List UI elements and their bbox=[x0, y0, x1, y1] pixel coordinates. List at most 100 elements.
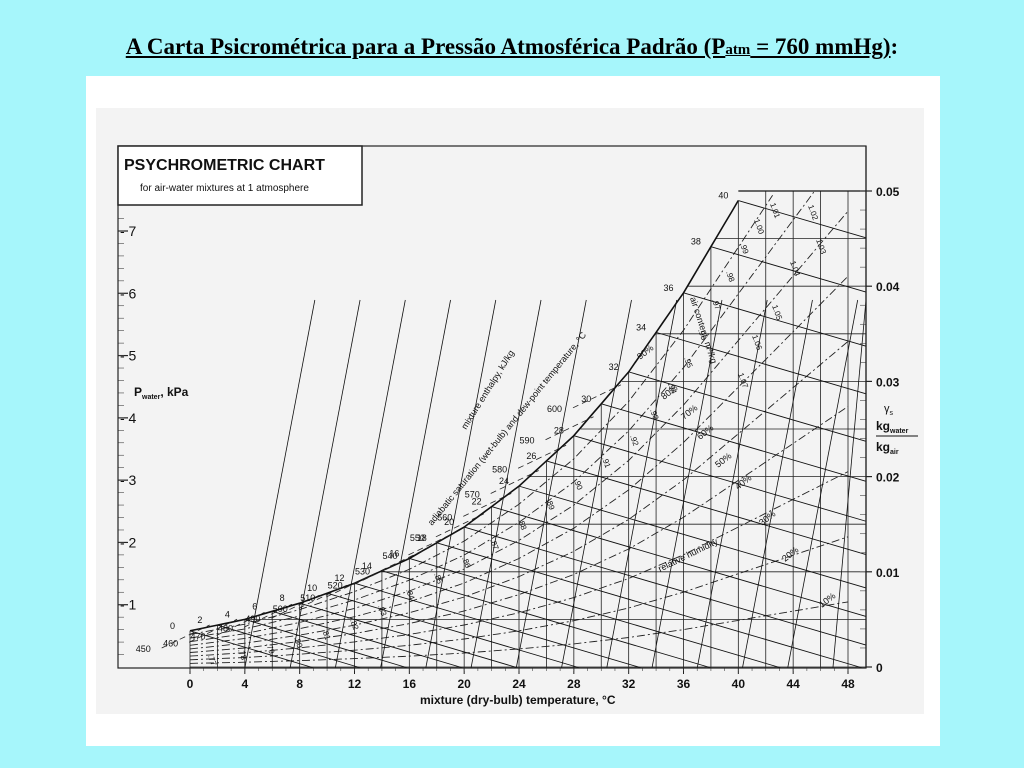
saturation-temp-label: 12 bbox=[335, 573, 345, 583]
enthalpy-line bbox=[326, 573, 375, 598]
saturation-temp-label: 14 bbox=[362, 561, 372, 571]
humid-volume-label: .79 bbox=[264, 642, 276, 656]
humid-volume-line bbox=[561, 299, 632, 669]
wet-bulb-line bbox=[546, 460, 867, 555]
humid-volume-line bbox=[787, 299, 859, 669]
saturation-temp-label: 4 bbox=[225, 609, 230, 619]
saturation-temp-label: 28 bbox=[554, 426, 564, 436]
humid-volume-label: .97 bbox=[710, 298, 722, 312]
right-tick-label: 0.03 bbox=[876, 375, 900, 389]
right-tick-label: 0 bbox=[876, 661, 883, 675]
humid-volume-line bbox=[696, 299, 768, 669]
humid-volume-line bbox=[606, 299, 678, 669]
wet-bulb-line bbox=[518, 485, 867, 589]
humid-volume-line bbox=[289, 299, 361, 669]
humid-volume-line bbox=[244, 299, 316, 669]
enthalpy-line bbox=[490, 470, 539, 494]
wet-bulb-line bbox=[189, 630, 315, 669]
enthalpy-label: 590 bbox=[520, 436, 535, 446]
left-axis-label-p: P bbox=[134, 385, 142, 399]
enthalpy-label: 550 bbox=[410, 533, 425, 543]
x-tick-label: 28 bbox=[567, 677, 581, 691]
wet-bulb-line bbox=[464, 526, 867, 646]
wet-bulb-line bbox=[655, 331, 867, 395]
relative-humidity-curve bbox=[189, 601, 849, 664]
title-main: A Carta Psicrométrica para a Pressão Atm… bbox=[125, 34, 726, 59]
enthalpy-label: 570 bbox=[465, 490, 480, 500]
saturation-temp-label: 38 bbox=[691, 237, 701, 247]
humid-volume-label: .77 bbox=[206, 654, 218, 668]
humid-volume-label: .91 bbox=[600, 456, 612, 470]
right-axis-gamma-symbol: γ bbox=[884, 403, 890, 415]
humid-volume-label: .99 bbox=[738, 242, 750, 256]
humid-volume-label: .96 bbox=[696, 328, 708, 342]
saturation-temp-label: 36 bbox=[664, 283, 674, 293]
saturation-temp-label: 10 bbox=[307, 583, 317, 593]
humid-volume-line bbox=[425, 299, 497, 669]
humid-volume-label: 1.01 bbox=[768, 202, 782, 220]
x-axis-label: mixture (dry-bulb) temperature, °C bbox=[420, 693, 616, 707]
left-axis-label: Pwater, kPa bbox=[134, 385, 189, 401]
right-tick-label: 0.05 bbox=[876, 185, 900, 199]
enthalpy-line bbox=[188, 618, 238, 643]
left-tick-label: - 6 bbox=[120, 285, 137, 301]
saturation-temp-label: 34 bbox=[636, 322, 646, 332]
x-tick-label: 44 bbox=[786, 677, 800, 691]
enthalpy-line bbox=[408, 531, 457, 556]
saturation-temp-label: 16 bbox=[389, 548, 399, 558]
humid-volume-label: .83 bbox=[376, 604, 388, 618]
right-axis-denominator-kg: kg bbox=[876, 440, 890, 454]
humid-volume-label: 1.00 bbox=[752, 218, 766, 236]
x-tick-label: 36 bbox=[677, 677, 691, 691]
enthalpy-line bbox=[298, 584, 347, 609]
left-tick-label: - 1 bbox=[120, 597, 137, 613]
enthalpy-line bbox=[271, 594, 320, 619]
saturation-temp-label: 18 bbox=[417, 533, 427, 543]
x-tick-label: 24 bbox=[512, 677, 526, 691]
right-axis-denominator: kgair bbox=[876, 440, 899, 456]
humid-volume-label: 1.06 bbox=[750, 334, 764, 352]
enthalpy-line bbox=[435, 513, 485, 538]
title-subscript: atm bbox=[725, 42, 751, 58]
slide-title: A Carta Psicrométrica para a Pressão Atm… bbox=[0, 34, 1024, 60]
humid-volume-label: 1.03 bbox=[814, 238, 828, 256]
enthalpy-line bbox=[572, 384, 622, 409]
humid-volume-label: 1.04 bbox=[788, 260, 802, 278]
saturation-temp-label: 26 bbox=[526, 451, 536, 461]
enthalpy-line bbox=[380, 547, 430, 571]
saturation-temp-label: 32 bbox=[609, 362, 619, 372]
wet-bulb-line bbox=[326, 592, 581, 669]
title-colon: : bbox=[890, 34, 899, 59]
enthalpy-label: 470 bbox=[191, 631, 206, 641]
relative-humidity-label: 40% bbox=[733, 473, 753, 492]
wet-bulb-line bbox=[299, 602, 519, 669]
relative-humidity-label: 30% bbox=[757, 509, 777, 528]
enthalpy-label: 560 bbox=[437, 512, 452, 522]
saturation-temp-label: 22 bbox=[472, 497, 482, 507]
humid-volume-label: .98 bbox=[724, 270, 736, 284]
enthalpy-label: 490 bbox=[245, 614, 260, 624]
humid-volume-line bbox=[832, 299, 867, 669]
enthalpy-line bbox=[216, 611, 265, 636]
enthalpy-line bbox=[353, 561, 402, 586]
humid-volume-line bbox=[380, 299, 451, 669]
relative-humidity-curve bbox=[189, 341, 849, 650]
x-tick-label: 40 bbox=[732, 677, 746, 691]
saturation-temp-label: 0 bbox=[170, 621, 175, 631]
saturation-temp-label: 30 bbox=[581, 394, 591, 404]
enthalpy-label: 480 bbox=[218, 623, 233, 633]
x-tick-label: 20 bbox=[457, 677, 471, 691]
right-tick-label: 0.02 bbox=[876, 471, 900, 485]
humid-volume-label: .93 bbox=[648, 408, 660, 422]
relative-humidity-curve bbox=[189, 275, 849, 646]
right-tick-label: 0.01 bbox=[876, 566, 900, 580]
x-tick-label: 0 bbox=[187, 677, 194, 691]
left-tick-label: - 3 bbox=[120, 472, 137, 488]
saturation-temp-label: 20 bbox=[444, 517, 454, 527]
humid-volume-line bbox=[651, 299, 723, 669]
humid-volume-label: .88 bbox=[516, 518, 528, 532]
relative-humidity-curve bbox=[189, 191, 815, 639]
humid-volume-label: .84 bbox=[404, 588, 416, 602]
right-axis-gamma: γs bbox=[884, 403, 894, 417]
